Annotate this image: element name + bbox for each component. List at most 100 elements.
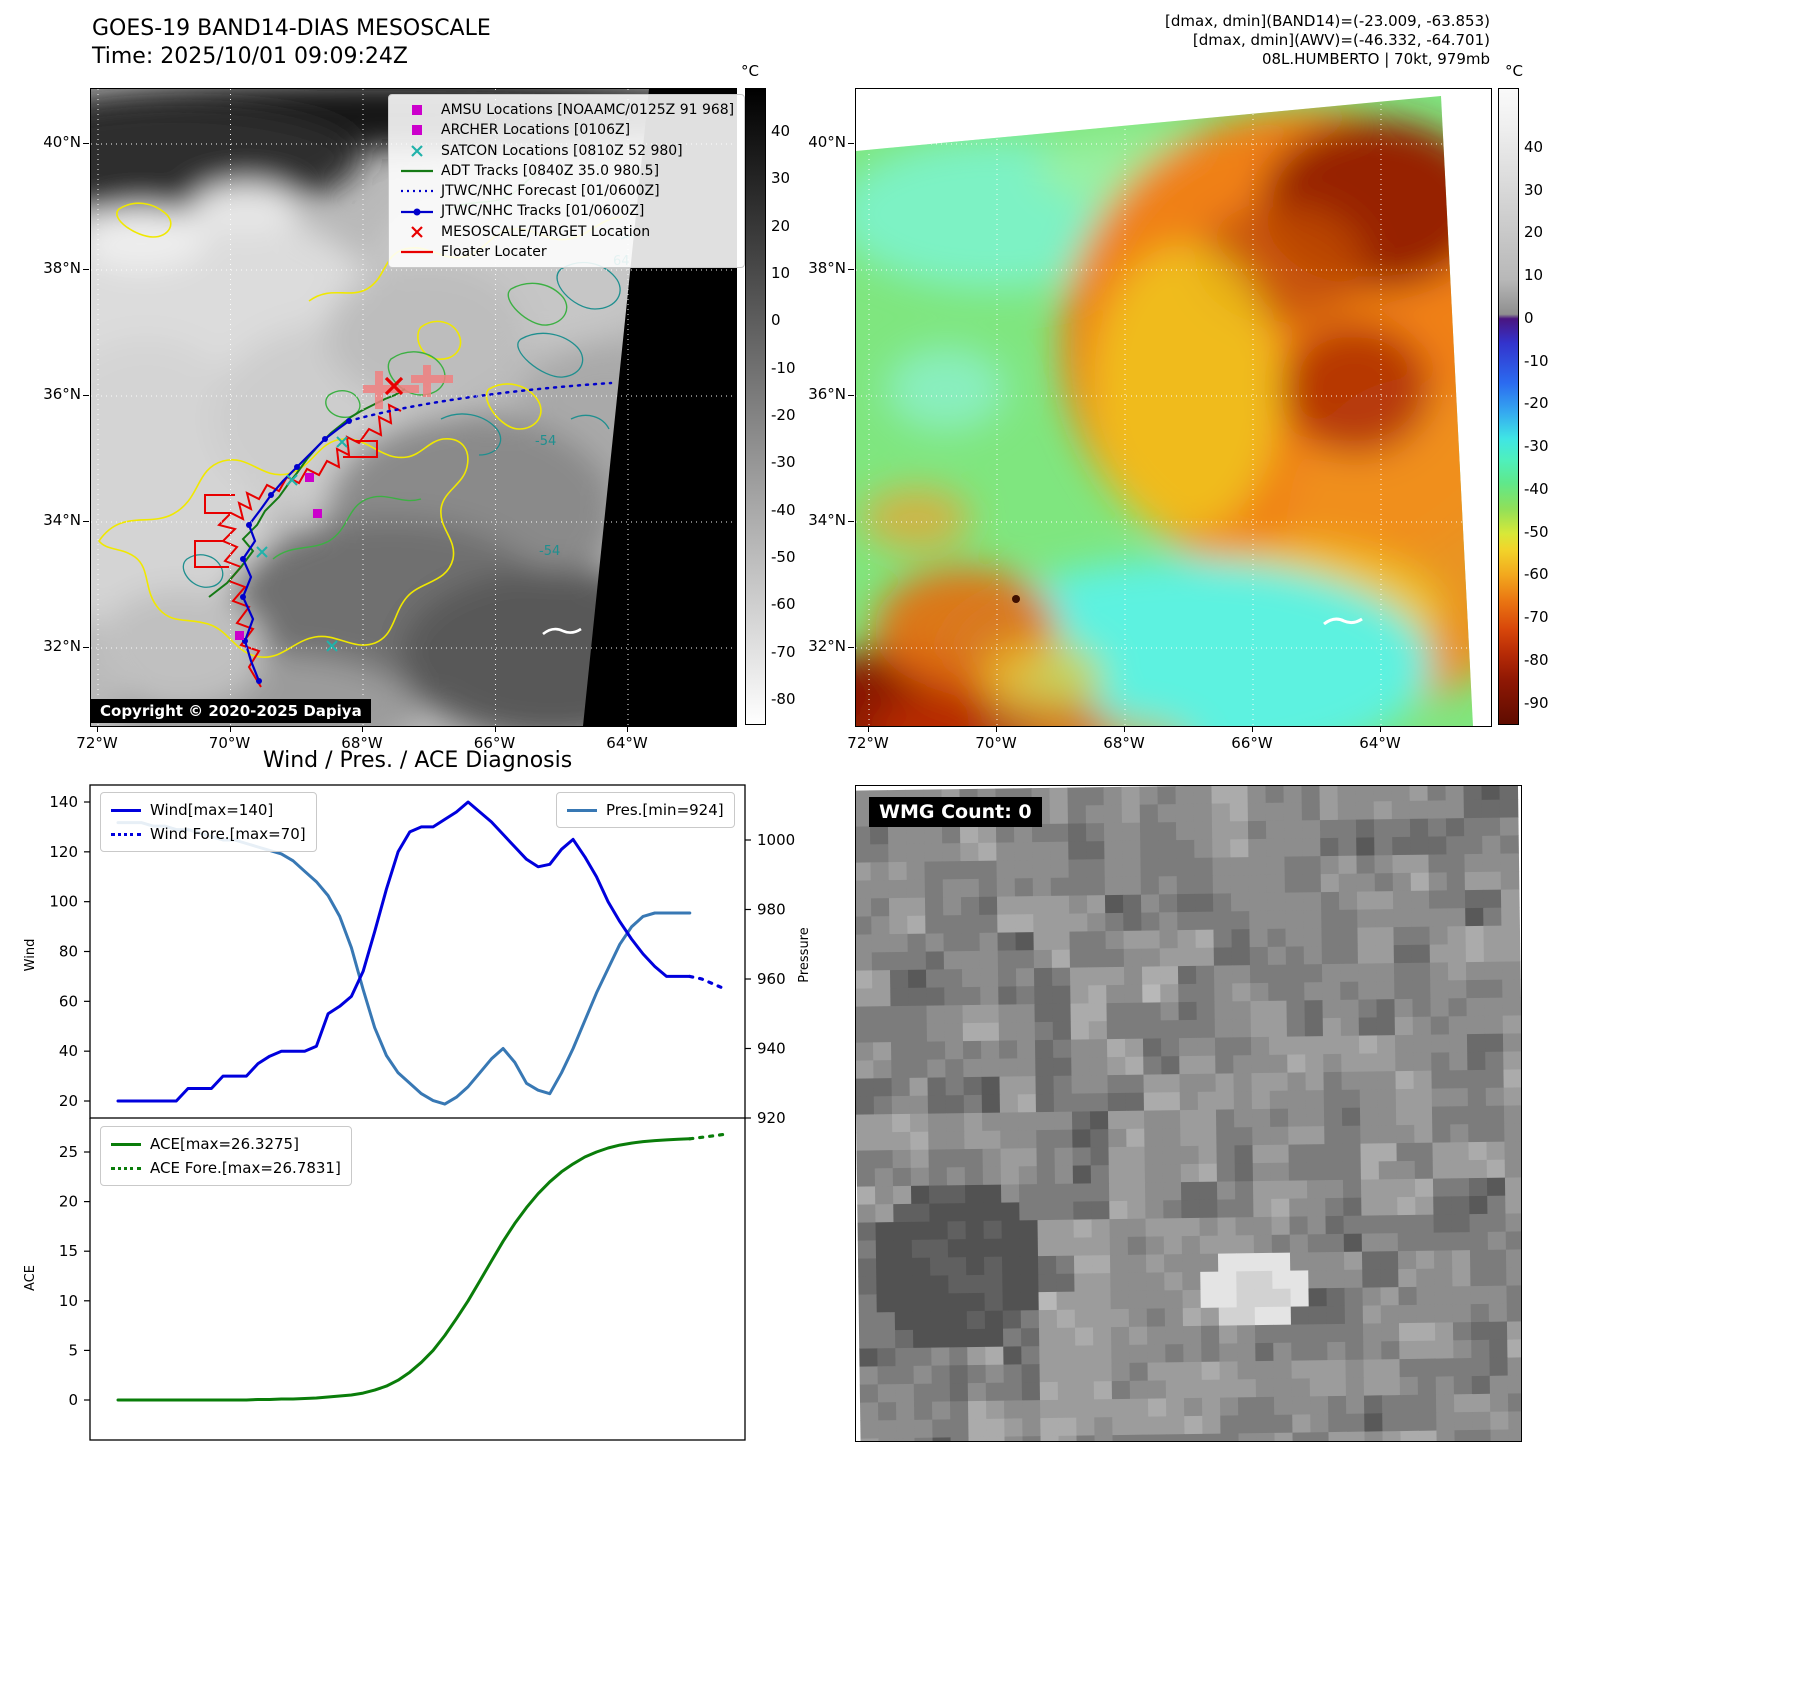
svg-text:0: 0: [68, 1391, 78, 1409]
axis-tick-mark: [83, 647, 89, 649]
legend-label: JTWC/NHC Tracks [01/0600Z]: [441, 203, 645, 220]
latitude-tick-label: 40°N: [808, 133, 846, 151]
axis-tick-mark: [83, 143, 89, 145]
longitude-tick-label: 64°W: [606, 734, 648, 752]
wind-forecast-swatch: [111, 832, 141, 836]
latitude-tick-label: 38°N: [808, 259, 846, 277]
colorbar-tick-label: -70: [1524, 608, 1549, 627]
band14-colorbar: [745, 88, 766, 725]
longitude-tick-label: 68°W: [1103, 734, 1145, 752]
colorbar-tick-label: -70: [771, 642, 796, 661]
svg-text:5: 5: [68, 1341, 78, 1359]
axis-tick-mark: [83, 269, 89, 271]
contour-label: -54: [539, 544, 560, 559]
latitude-tick-label: 32°N: [43, 637, 81, 655]
colorbar-tick-label: 20: [771, 216, 791, 235]
satcon-markers: [256, 436, 348, 652]
pressure-legend: Pres.[min=924]: [556, 792, 735, 828]
legend-label: Floater Locater: [441, 244, 547, 261]
band14-title: GOES-19 BAND14-DIAS MESOSCALE: [92, 16, 491, 41]
svg-text:60: 60: [59, 992, 78, 1010]
axis-tick-mark: [83, 521, 89, 523]
ace-line-swatch: [111, 1142, 141, 1146]
svg-text:20: 20: [59, 1193, 78, 1211]
axis-tick-mark: [362, 726, 364, 732]
legend-item: MESOSCALE/TARGET Location: [399, 222, 734, 242]
legend-label: Wind[max=140]: [150, 801, 274, 819]
colorbar-tick-label: -30: [771, 453, 796, 472]
latitude-tick-label: 34°N: [808, 511, 846, 529]
colorbar-tick-label: 40: [771, 122, 791, 140]
wmg-count-label: WMG Count: 0: [869, 797, 1042, 827]
svg-text:15: 15: [59, 1242, 78, 1260]
latitude-tick-label: 38°N: [43, 259, 81, 277]
longitude-tick-label: 72°W: [76, 734, 118, 752]
colorbar-tick-label: -90: [1524, 693, 1549, 712]
eye-dark-spot: [1012, 595, 1020, 603]
wind-legend: Wind[max=140] Wind Fore.[max=70]: [100, 792, 317, 852]
coastline-mark: [542, 627, 582, 636]
colorbar-tick-label: -40: [771, 500, 796, 519]
longitude-tick-label: 72°W: [847, 734, 889, 752]
coastline-mark: [1323, 617, 1363, 626]
x-legend-swatch: [411, 226, 423, 238]
colorbar-tick-label: 20: [1524, 223, 1544, 242]
pressure-axis-label: Pressure: [797, 927, 812, 983]
legend-label: ADT Tracks [0840Z 35.0 980.5]: [441, 162, 660, 179]
legend-item: ACE[max=26.3275]: [111, 1132, 341, 1156]
colorbar-tick-label: -80: [1524, 650, 1549, 669]
line-legend-swatch: [401, 169, 433, 173]
mesoscale-target-x-icon: [384, 376, 404, 396]
longitude-tick-label: 70°W: [975, 734, 1017, 752]
latitude-tick-label: 32°N: [808, 637, 846, 655]
legend-item: ACE Fore.[max=26.7831]: [111, 1156, 341, 1180]
dmax-dmin-band14: [dmax, dmin](BAND14)=(-23.009, -63.853): [1165, 12, 1490, 30]
axis-tick-mark: [868, 726, 870, 732]
svg-text:980: 980: [757, 901, 786, 919]
square-legend-swatch: [412, 125, 422, 136]
longitude-tick-label: 68°W: [341, 734, 383, 752]
copyright-label: Copyright © 2020-2025 Dapiya: [91, 699, 371, 723]
x-legend-swatch: [411, 144, 423, 157]
legend-item: AMSU Locations [NOAAMC/0125Z 91 968]: [399, 100, 734, 120]
colorbar-tick-label: 10: [771, 263, 791, 282]
svg-text:140: 140: [49, 793, 78, 811]
axis-tick-mark: [229, 726, 231, 732]
storm-id-intensity: 08L.HUMBERTO | 70kt, 979mb: [1261, 50, 1490, 68]
wind-axis-label: Wind: [23, 939, 38, 972]
legend-label: ACE Fore.[max=26.7831]: [150, 1159, 341, 1177]
legend-label: SATCON Locations [0810Z 52 980]: [441, 142, 683, 159]
diagnosis-title: Wind / Pres. / ACE Diagnosis: [262, 748, 573, 773]
axis-tick-mark: [848, 521, 854, 523]
svg-text:10: 10: [59, 1292, 78, 1310]
colorbar-tick-label: 40: [1524, 137, 1544, 156]
colorbar-tick-label: -50: [771, 547, 796, 566]
axis-tick-mark: [848, 143, 854, 145]
dmax-dmin-awv: [dmax, dmin](AWV)=(-46.332, -64.701): [1192, 31, 1490, 49]
legend-label: AMSU Locations [NOAAMC/0125Z 91 968]: [441, 102, 735, 118]
ace-legend: ACE[max=26.3275] ACE Fore.[max=26.7831]: [100, 1126, 352, 1186]
colorbar-tick-label: -60: [1524, 565, 1549, 584]
colorbar-tick-label: -30: [1524, 437, 1549, 456]
axis-tick-mark: [97, 726, 99, 732]
legend-item: Wind Fore.[max=70]: [111, 822, 306, 846]
legend-label: JTWC/NHC Forecast [01/0600Z]: [441, 183, 660, 200]
longitude-tick-label: 66°W: [473, 734, 516, 752]
legend-item: Floater Locater: [399, 242, 734, 262]
longitude-tick-label: 66°W: [1231, 734, 1273, 752]
dotted-line-legend-swatch: [401, 190, 433, 193]
track-layer: [194, 365, 613, 688]
legend-label: MESOSCALE/TARGET Location: [441, 223, 651, 240]
band14-time: Time: 2025/10/01 09:09:24Z: [92, 44, 408, 69]
wind-pressure-axes: 20 40 60 80 100 120 140 920 940 960 980 1000: [49, 793, 795, 1127]
colorbar-unit: °C: [741, 62, 759, 80]
svg-text:20: 20: [59, 1092, 78, 1110]
axis-tick-mark: [1124, 726, 1126, 732]
colorbar-tick-label: 30: [771, 169, 791, 188]
colorbar-tick-label: 0: [1524, 308, 1534, 327]
line-dot-legend-swatch: [401, 208, 433, 216]
svg-text:940: 940: [757, 1040, 786, 1058]
colorbar-tick-label: 10: [1524, 266, 1544, 285]
awv-header: [dmax, dmin](BAND14)=(-23.009, -63.853) …: [1165, 12, 1490, 69]
axis-tick-mark: [1252, 726, 1254, 732]
